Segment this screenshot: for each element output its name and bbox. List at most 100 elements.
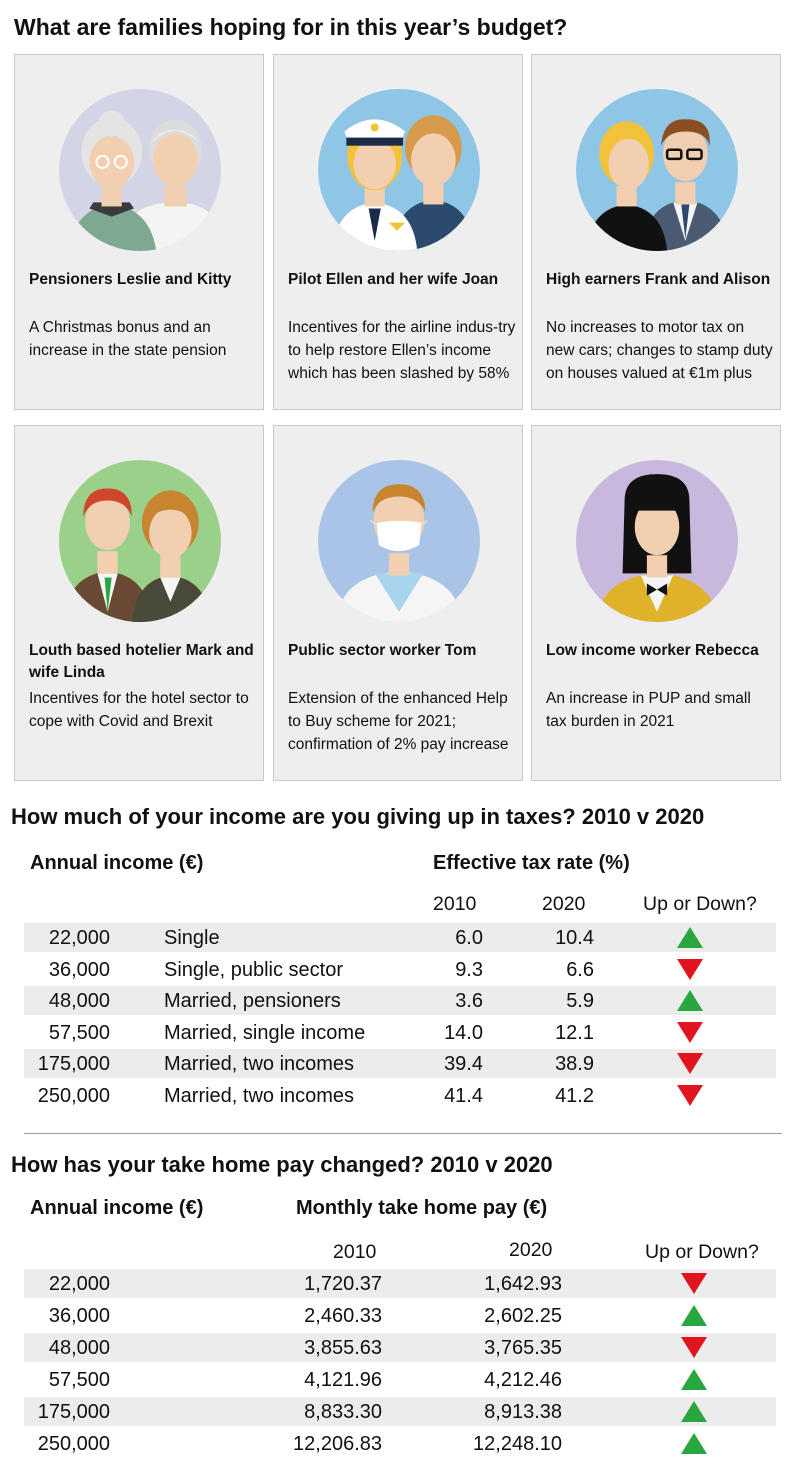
trend-up-icon xyxy=(677,927,703,948)
hotelier-couple-illustration xyxy=(59,460,221,622)
trend-up-icon xyxy=(681,1305,707,1326)
pay-year1-header: 2010 xyxy=(333,1241,377,1263)
income-value: 48,000 xyxy=(48,1337,110,1359)
pay-2010-value: 4,121.96 xyxy=(304,1369,382,1391)
rate-2020-value: 6.6 xyxy=(566,958,594,981)
rate-2010-value: 14.0 xyxy=(444,1021,483,1044)
table-row: 175,000 8,833.30 8,913.38 xyxy=(24,1397,776,1426)
trend-up-icon xyxy=(681,1433,707,1454)
table-row: 175,000 Married, two incomes 39.4 38.9 xyxy=(24,1049,776,1078)
table-row: 250,000 12,206.83 12,248.10 xyxy=(24,1429,776,1458)
pay-2010-value: 12,206.83 xyxy=(293,1433,382,1455)
trend-down-icon xyxy=(677,1084,703,1106)
family-description: Extension of the enhanced Help to Buy sc… xyxy=(288,690,509,753)
family-description: No increases to motor tax on new cars; c… xyxy=(546,319,773,382)
income-value: 22,000 xyxy=(48,927,110,949)
trend-up-icon xyxy=(681,1369,707,1390)
family-card-high-earners: High earners Frank and Alison No increas… xyxy=(531,54,781,410)
pay-2010-value: 2,460.33 xyxy=(304,1305,382,1327)
income-value: 36,000 xyxy=(48,958,110,981)
income-value: 57,500 xyxy=(48,1369,110,1391)
table-row: 48,000 Married, pensioners 3.6 5.9 xyxy=(24,986,776,1015)
household-type: Married, two incomes xyxy=(164,1053,355,1075)
trend-up-icon xyxy=(681,1401,707,1422)
table-row: 250,000 Married, two incomes 41.4 41.2 xyxy=(24,1081,776,1110)
household-type: Married, two incomes xyxy=(164,1084,355,1107)
pay-year2-header: 2020 xyxy=(509,1239,553,1261)
rate-2010-value: 6.0 xyxy=(455,927,483,949)
income-value: 36,000 xyxy=(48,1305,110,1327)
family-name: Pilot Ellen and her wife Joan xyxy=(288,271,499,288)
pay-2020-value: 4,212.46 xyxy=(484,1369,562,1391)
family-card-low-income: Low income worker Rebecca An increase in… xyxy=(531,425,781,781)
pay-2010-value: 1,720.37 xyxy=(304,1273,382,1295)
pay-table-title: How has your take home pay changed? 2010… xyxy=(11,1152,553,1177)
household-type: Married, single income xyxy=(164,1021,366,1044)
rate-2010-value: 41.4 xyxy=(444,1084,483,1107)
family-card-pilot: Pilot Ellen and her wife Joan Incentives… xyxy=(273,54,523,410)
family-card-public-sector: Public sector worker Tom Extension of th… xyxy=(273,425,523,781)
rate-2020-value: 41.2 xyxy=(555,1084,594,1107)
family-card-hotelier: Louth based hotelier Mark and wife Linda… xyxy=(14,425,264,781)
tax-col-income-header: Annual income (€) xyxy=(30,852,204,874)
household-type: Single, public sector xyxy=(164,958,343,981)
pay-2020-value: 3,765.35 xyxy=(484,1337,562,1359)
pensioners-illustration xyxy=(59,89,221,251)
page-title: What are families hoping for in this yea… xyxy=(14,14,568,40)
pay-2010-value: 8,833.30 xyxy=(304,1401,382,1423)
section-divider xyxy=(24,1133,782,1134)
pay-trend-header: Up or Down? xyxy=(645,1241,759,1263)
income-value: 250,000 xyxy=(37,1084,110,1107)
household-type: Single xyxy=(164,927,220,949)
rate-2020-value: 10.4 xyxy=(555,927,594,949)
rate-2010-value: 39.4 xyxy=(444,1053,483,1075)
trend-up-icon xyxy=(677,990,703,1011)
tax-year2-header: 2020 xyxy=(542,893,586,915)
family-name: Pensioners Leslie and Kitty xyxy=(29,271,232,288)
family-description: A Christmas bonus and an increase in the… xyxy=(29,319,227,359)
family-name: High earners Frank and Alison xyxy=(546,271,771,288)
family-description: An increase in PUP and small tax burden … xyxy=(546,690,751,730)
tax-col-rate-header: Effective tax rate (%) xyxy=(433,852,630,874)
pay-col-pay-header: Monthly take home pay (€) xyxy=(296,1197,548,1219)
tax-year1-header: 2010 xyxy=(433,893,477,915)
pilot-couple-illustration xyxy=(318,89,480,251)
family-name: Public sector worker Tom xyxy=(288,642,477,659)
table-row: 48,000 3,855.63 3,765.35 xyxy=(24,1333,776,1362)
rate-2020-value: 38.9 xyxy=(555,1053,594,1075)
income-value: 175,000 xyxy=(37,1053,110,1075)
income-value: 57,500 xyxy=(48,1021,110,1044)
trend-down-icon xyxy=(677,1053,703,1074)
table-row: 22,000 1,720.37 1,642.93 xyxy=(24,1269,776,1298)
table-row: 36,000 2,460.33 2,602.25 xyxy=(24,1301,776,1330)
family-description: Incentives for the hotel sector to cope … xyxy=(29,690,249,730)
income-value: 175,000 xyxy=(37,1401,110,1423)
rate-2020-value: 5.9 xyxy=(566,990,594,1012)
pay-2020-value: 8,913.38 xyxy=(484,1401,562,1423)
pay-2020-value: 1,642.93 xyxy=(484,1273,562,1295)
trend-down-icon xyxy=(677,1021,703,1043)
table-row: 57,500 Married, single income 14.0 12.1 xyxy=(24,1018,776,1047)
table-row: 36,000 Single, public sector 9.3 6.6 xyxy=(24,955,776,984)
rate-2020-value: 12.1 xyxy=(555,1021,594,1044)
table-row: 22,000 Single 6.0 10.4 xyxy=(24,923,776,952)
rate-2010-value: 3.6 xyxy=(455,990,483,1012)
tax-table-title: How much of your income are you giving u… xyxy=(11,804,705,829)
pay-2010-value: 3,855.63 xyxy=(304,1337,382,1359)
pay-col-income-header: Annual income (€) xyxy=(30,1197,204,1219)
trend-down-icon xyxy=(681,1337,707,1358)
income-value: 250,000 xyxy=(37,1433,110,1455)
family-card-pensioners: Pensioners Leslie and Kitty A Christmas … xyxy=(14,54,264,410)
trend-down-icon xyxy=(681,1273,707,1294)
family-description: Incentives for the airline indus-try to … xyxy=(288,319,516,382)
household-type: Married, pensioners xyxy=(164,990,341,1012)
pay-2020-value: 2,602.25 xyxy=(484,1305,562,1327)
low-income-worker-illustration xyxy=(576,460,738,622)
rate-2010-value: 9.3 xyxy=(455,958,483,981)
high-earners-illustration xyxy=(576,89,738,251)
income-value: 48,000 xyxy=(48,990,110,1012)
healthcare-worker-illustration xyxy=(318,460,480,622)
income-value: 22,000 xyxy=(48,1273,110,1295)
trend-down-icon xyxy=(677,958,703,980)
table-row: 57,500 4,121.96 4,212.46 xyxy=(24,1365,776,1394)
